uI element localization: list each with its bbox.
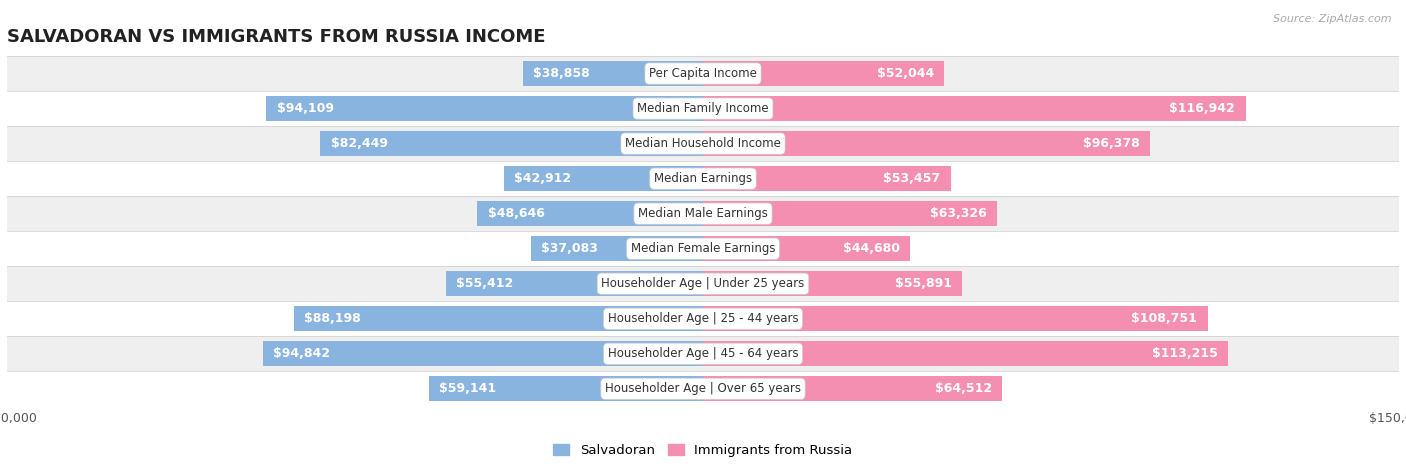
Bar [7, 301, 1399, 336]
Text: Median Family Income: Median Family Income [637, 102, 769, 115]
Text: $59,141: $59,141 [439, 382, 496, 395]
Text: SALVADORAN VS IMMIGRANTS FROM RUSSIA INCOME: SALVADORAN VS IMMIGRANTS FROM RUSSIA INC… [7, 28, 546, 46]
Text: Householder Age | Under 25 years: Householder Age | Under 25 years [602, 277, 804, 290]
Text: $63,326: $63,326 [929, 207, 987, 220]
Text: $64,512: $64,512 [935, 382, 991, 395]
Bar [446, 271, 703, 297]
Bar [7, 266, 1399, 301]
Bar [703, 201, 997, 226]
Text: $113,215: $113,215 [1152, 347, 1218, 360]
Text: Median Male Earnings: Median Male Earnings [638, 207, 768, 220]
Text: $37,083: $37,083 [541, 242, 599, 255]
Bar [263, 341, 703, 366]
Bar [531, 236, 703, 261]
Bar [7, 231, 1399, 266]
Bar [703, 306, 1208, 332]
Legend: Salvadoran, Immigrants from Russia: Salvadoran, Immigrants from Russia [548, 439, 858, 463]
Text: Source: ZipAtlas.com: Source: ZipAtlas.com [1274, 14, 1392, 24]
Text: Median Earnings: Median Earnings [654, 172, 752, 185]
Bar [7, 161, 1399, 196]
Bar [477, 201, 703, 226]
Text: $38,858: $38,858 [533, 67, 591, 80]
Text: $96,378: $96,378 [1083, 137, 1140, 150]
Bar [7, 336, 1399, 371]
Bar [503, 166, 703, 191]
Text: $116,942: $116,942 [1170, 102, 1234, 115]
Bar [429, 376, 703, 401]
Text: $94,109: $94,109 [277, 102, 333, 115]
Bar [266, 96, 703, 121]
Text: $42,912: $42,912 [515, 172, 571, 185]
Bar [7, 371, 1399, 406]
Text: Median Household Income: Median Household Income [626, 137, 780, 150]
Text: $88,198: $88,198 [304, 312, 361, 325]
Bar [703, 341, 1229, 366]
Bar [7, 196, 1399, 231]
Text: $55,891: $55,891 [894, 277, 952, 290]
Bar [294, 306, 703, 332]
Bar [703, 61, 945, 86]
Text: $48,646: $48,646 [488, 207, 544, 220]
Bar [523, 61, 703, 86]
Bar [703, 236, 910, 261]
Bar [703, 131, 1150, 156]
Bar [7, 56, 1399, 91]
Bar [703, 271, 962, 297]
Text: $44,680: $44,680 [842, 242, 900, 255]
Text: Median Female Earnings: Median Female Earnings [631, 242, 775, 255]
Bar [7, 126, 1399, 161]
Text: $52,044: $52,044 [877, 67, 934, 80]
Text: $108,751: $108,751 [1132, 312, 1197, 325]
Text: Per Capita Income: Per Capita Income [650, 67, 756, 80]
Text: Householder Age | 25 - 44 years: Householder Age | 25 - 44 years [607, 312, 799, 325]
Text: $55,412: $55,412 [457, 277, 513, 290]
Bar [7, 91, 1399, 126]
Bar [703, 376, 1002, 401]
Bar [703, 96, 1246, 121]
Bar [321, 131, 703, 156]
Text: $94,842: $94,842 [273, 347, 330, 360]
Text: Householder Age | 45 - 64 years: Householder Age | 45 - 64 years [607, 347, 799, 360]
Text: $82,449: $82,449 [330, 137, 388, 150]
Text: Householder Age | Over 65 years: Householder Age | Over 65 years [605, 382, 801, 395]
Text: $53,457: $53,457 [883, 172, 941, 185]
Bar [703, 166, 950, 191]
